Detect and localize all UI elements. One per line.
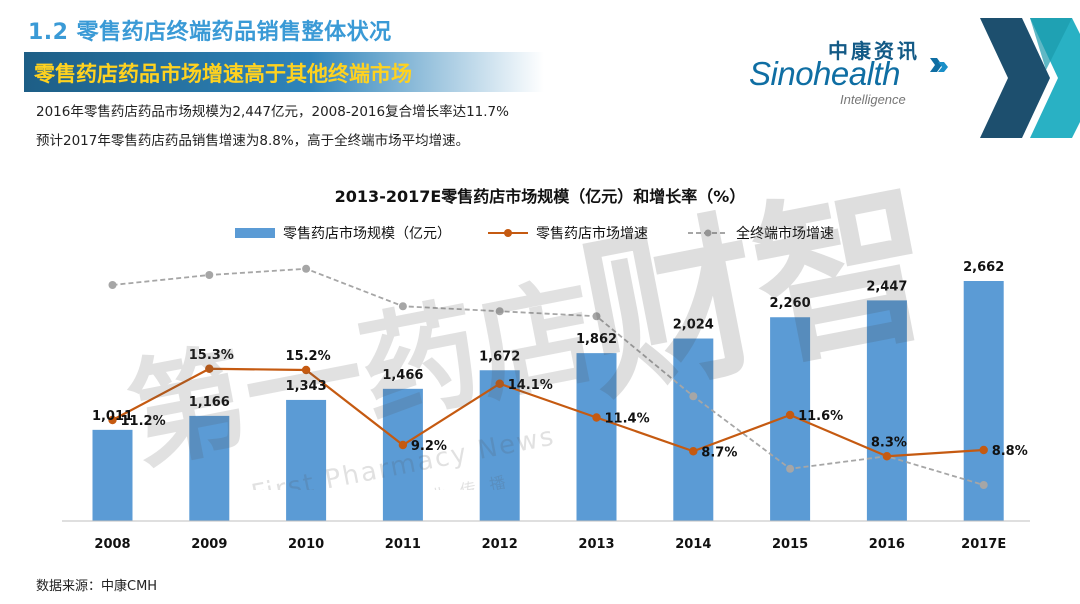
retail-point-2013 <box>592 413 601 422</box>
retail-label-2017E: 8.8% <box>992 444 1028 459</box>
retail-label-2009: 15.3% <box>189 348 234 363</box>
all-terminal-point-2014 <box>689 392 698 401</box>
all-terminal-point-2009 <box>205 271 214 279</box>
all-terminal-point-2015 <box>786 464 795 473</box>
chart-legend: 零售药店市场规模（亿元） 零售药店市场增速 全终端市场增速 <box>235 225 834 242</box>
x-tick-2009: 2009 <box>191 537 227 552</box>
bar-2014 <box>673 338 714 521</box>
bar-label-2017E: 2,662 <box>963 260 1004 275</box>
x-tick-2011: 2011 <box>385 537 421 552</box>
section-title: 1.2 零售药店终端药品销售整体状况 <box>28 20 392 45</box>
all-terminal-point-2011 <box>398 302 407 311</box>
bar-2012 <box>479 370 520 521</box>
x-tick-2010: 2010 <box>288 537 324 552</box>
retail-label-2008: 11.2% <box>121 414 166 429</box>
bar-label-2015: 2,260 <box>770 296 811 311</box>
retail-label-2016: 8.3% <box>871 435 907 450</box>
legend-bar-swatch <box>235 228 275 238</box>
x-tick-2017E: 2017E <box>961 537 1006 552</box>
x-tick-2014: 2014 <box>675 537 711 552</box>
subtitle: 零售药店药品市场增速高于其他终端市场 <box>34 62 412 86</box>
retail-label-2011: 9.2% <box>411 439 447 454</box>
legend-retail-label: 零售药店市场增速 <box>536 225 648 242</box>
legend-bar-label: 零售药店市场规模（亿元） <box>283 225 451 242</box>
logo-arrow-icon <box>930 58 948 72</box>
x-tick-2016: 2016 <box>869 537 905 552</box>
legend-all-marker <box>704 229 712 237</box>
bar-label-2016: 2,447 <box>866 279 907 294</box>
logo-tagline: Intelligence <box>840 92 906 107</box>
retail-point-2008 <box>108 415 117 425</box>
bar-label-2013: 1,862 <box>576 332 617 347</box>
retail-point-2010 <box>301 365 311 375</box>
legend-all-label: 全终端市场增速 <box>736 225 834 242</box>
x-tick-2015: 2015 <box>772 537 808 552</box>
all-terminal-point-2017E <box>979 481 988 489</box>
corner-brand-icon <box>980 18 1080 138</box>
x-tick-2013: 2013 <box>578 537 614 552</box>
bar-2010 <box>286 399 327 521</box>
description-line-1: 2016年零售药店药品市场规模为2,447亿元，2008-2016复合增长率达1… <box>36 104 509 120</box>
description-line-2: 预计2017年零售药店药品销售增速为8.8%，高于全终端市场平均增速。 <box>36 133 470 149</box>
bar-label-2010: 1,343 <box>286 379 327 394</box>
all-terminal-growth-line <box>112 267 984 486</box>
bar-2009 <box>189 415 230 521</box>
bar-label-2014: 2,024 <box>673 318 714 333</box>
sinohealth-logo: 中康资讯 Sinohealth Intelligence <box>745 35 955 110</box>
chart-title: 2013-2017E零售药店市场规模（亿元）和增长率（%） <box>335 187 746 206</box>
all-terminal-point-2008 <box>108 281 117 289</box>
retail-point-2012 <box>495 379 504 388</box>
all-terminal-point-2010 <box>302 264 311 273</box>
retail-point-2014 <box>689 447 698 456</box>
x-tick-2012: 2012 <box>482 537 518 552</box>
retail-label-2015: 11.6% <box>798 409 843 424</box>
bar-2008 <box>92 429 133 521</box>
data-source-note: 数据来源：中康CMH <box>36 579 158 594</box>
retail-label-2014: 8.7% <box>701 445 737 460</box>
bar-label-2011: 1,466 <box>382 368 423 383</box>
all-terminal-point-2012 <box>495 307 504 316</box>
logo-chinese-name: 中康资讯 <box>828 39 920 63</box>
market-size-chart: 2013-2017E零售药店市场规模（亿元）和增长率（%） 零售药店市场规模（亿… <box>62 187 1030 552</box>
retail-point-2015 <box>785 410 795 420</box>
x-tick-2008: 2008 <box>94 537 130 552</box>
retail-point-2009 <box>205 364 214 373</box>
retail-growth-line <box>111 367 984 458</box>
retail-point-2017E <box>979 445 988 455</box>
bar-label-2008: 1,011 <box>92 409 133 424</box>
bar-label-2012: 1,672 <box>479 349 520 364</box>
retail-point-2011 <box>398 440 408 450</box>
retail-label-2012: 14.1% <box>508 378 553 393</box>
all-terminal-point-2013 <box>592 312 601 321</box>
logo-english-name: Sinohealth <box>749 55 900 92</box>
bar-label-2009: 1,166 <box>189 395 230 410</box>
retail-label-2013: 11.4% <box>605 412 650 427</box>
bar-2011 <box>382 388 423 521</box>
bar-2013 <box>576 353 617 521</box>
bar-2016 <box>866 300 907 521</box>
retail-label-2010: 15.2% <box>286 349 331 364</box>
subtitle-banner <box>24 52 544 92</box>
legend-retail-marker <box>504 229 512 237</box>
retail-point-2016 <box>882 452 892 461</box>
